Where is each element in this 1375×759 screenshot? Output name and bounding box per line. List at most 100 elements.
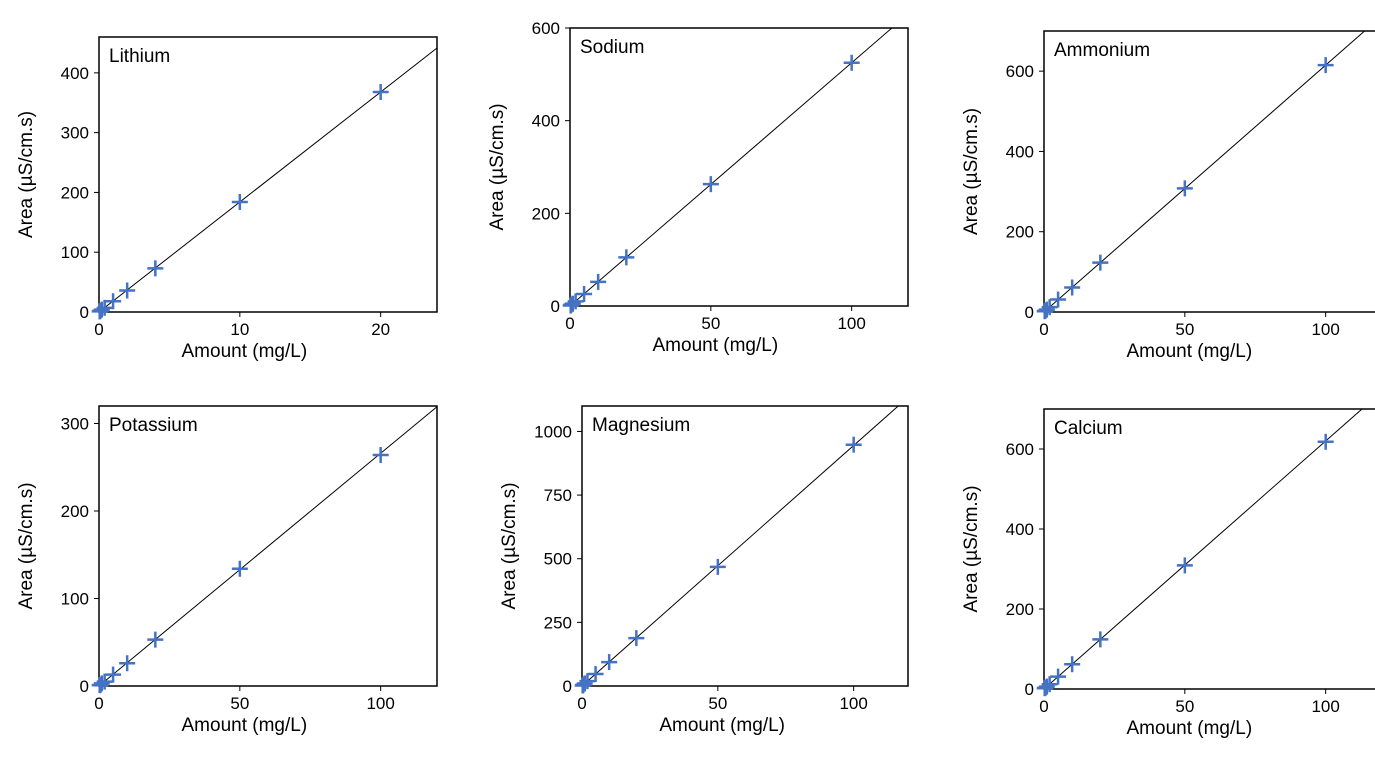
data-point [147,260,164,277]
x-tick-label: 0 [94,320,103,339]
data-point [231,194,248,210]
y-tick-label: 100 [61,590,89,609]
plot-frame [569,27,909,307]
panel-label: Ammonium [1054,40,1150,61]
x-tick-label: 50 [701,314,720,333]
y-tick-label: 500 [544,550,572,569]
panel-label: Potassium [109,415,198,436]
data-point [628,630,645,647]
x-tick-label: 100 [1311,320,1339,339]
panel-label: Magnesium [592,415,690,436]
panel-label: Lithium [109,46,170,67]
data-point [1317,433,1334,450]
data-point [105,666,122,683]
data-point [576,285,593,302]
data-point [1317,57,1334,74]
x-tick-label: 10 [230,320,249,339]
y-tick-label: 400 [532,112,560,131]
data-point [590,273,607,290]
data-point [1038,301,1055,318]
y-tick-label: 250 [544,613,572,632]
data-point [1064,279,1081,296]
data-point [1064,656,1081,673]
data-point [1176,557,1193,574]
data-point [709,558,726,575]
y-tick-label: 100 [61,243,89,262]
fit-line [99,47,437,312]
y-tick-label: 600 [1006,440,1034,459]
x-axis-title: Amount (mg/L) [182,715,308,736]
x-tick-label: 50 [708,694,727,713]
data-point [702,176,719,193]
y-axis-title: Area (µS/cm.s) [961,108,982,235]
y-tick-label: 0 [563,677,572,696]
chart-panel-sodium: 0 50 100 0 200 400 600 Sodium Amount (mg/L) Area … [487,19,909,356]
x-tick-label: 100 [1311,697,1339,716]
data-point [579,673,596,690]
x-tick-label: 0 [94,694,103,713]
x-tick-label: 0 [1039,320,1048,339]
x-tick-label: 0 [565,314,574,333]
data-point [96,673,113,690]
data-point [105,293,122,310]
data-point [119,655,136,672]
data-point [1041,299,1058,316]
data-point [119,282,136,299]
y-tick-label: 200 [61,183,89,202]
y-tick-label: 0 [80,677,89,696]
y-tick-label: 400 [61,64,89,83]
data-point [567,293,584,310]
data-point [372,84,389,100]
x-axis-title: Amount (mg/L) [653,335,779,356]
plot-frame [1043,30,1375,313]
chart-panel-potassium: 0 50 100 0 100 200 300 Potassium Amount (mg/L) Ar… [16,405,438,736]
data-point [92,677,109,694]
data-point [372,447,389,463]
y-tick-label: 400 [1006,142,1034,161]
y-axis-title: Area (µS/cm.s) [16,482,37,609]
y-tick-label: 0 [551,297,560,316]
y-tick-label: 600 [1006,62,1034,81]
y-axis-title: Area (µS/cm.s) [499,482,520,609]
x-axis-title: Amount (mg/L) [1127,718,1253,739]
chart-panel-ammonium: 0 50 100 0 200 400 600 Ammonium Amount (mg/L) Are… [961,30,1375,362]
data-point [1176,180,1193,197]
x-axis-title: Amount (mg/L) [659,715,785,736]
x-tick-label: 0 [577,694,586,713]
plot-frame [98,405,438,687]
plot-frame [98,36,438,313]
x-axis-title: Amount (mg/L) [1127,341,1253,362]
x-tick-label: 100 [366,694,394,713]
data-point [1092,631,1109,648]
plot-frame [1043,408,1375,690]
y-axis-title: Area (µS/cm.s) [16,111,37,238]
data-point [93,301,110,318]
panel-label: Sodium [580,37,644,58]
y-tick-label: 1000 [534,422,572,441]
y-tick-label: 200 [61,502,89,521]
y-tick-label: 200 [532,204,560,223]
y-tick-label: 0 [1025,680,1034,699]
fit-line [582,406,899,686]
y-tick-label: 200 [1006,223,1034,242]
plot-frame [581,405,909,687]
y-axis-title: Area (µS/cm.s) [961,485,982,612]
chart-panel-calcium: 0 50 100 0 200 400 600 Calcium Amount (mg/L) Area… [961,408,1375,739]
data-point [1050,291,1067,308]
data-point [93,675,110,692]
data-point [587,666,604,683]
y-axis-title: Area (µS/cm.s) [487,103,508,230]
data-point [564,295,581,312]
data-point [1041,676,1058,693]
y-tick-label: 750 [544,486,572,505]
x-tick-label: 50 [1175,697,1194,716]
panel-label: Calcium [1054,418,1123,439]
data-point [576,675,593,692]
x-axis-title: Amount (mg/L) [182,341,308,362]
data-point [1050,668,1067,685]
y-tick-label: 600 [532,19,560,38]
data-point [601,654,618,671]
y-tick-label: 300 [61,124,89,143]
data-point [618,249,635,266]
